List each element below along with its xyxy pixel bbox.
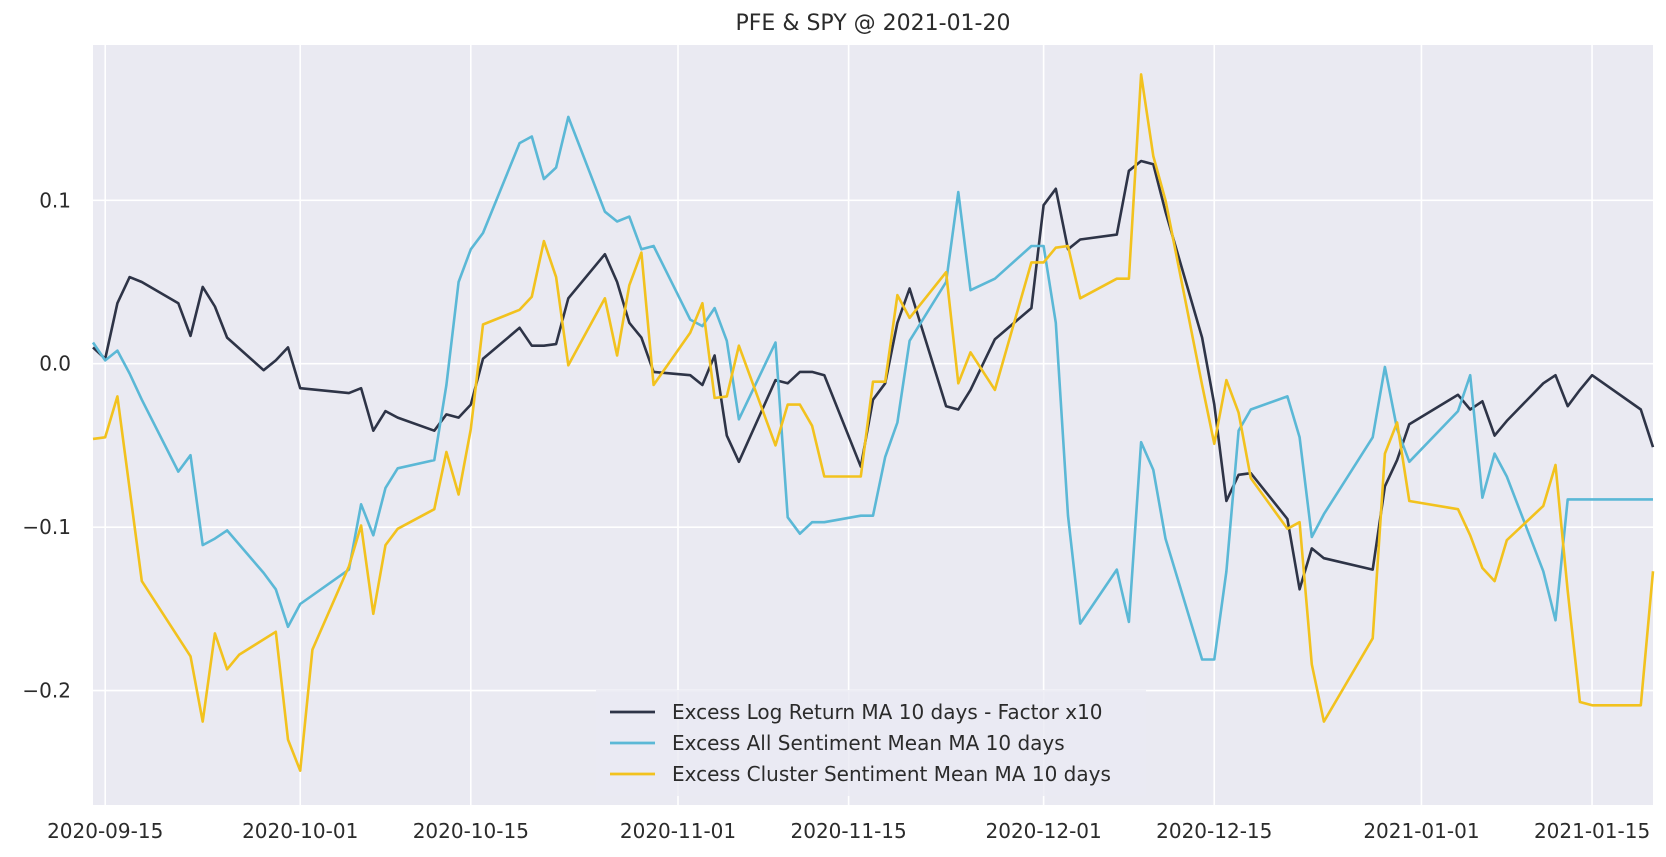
y-tick-label: 0.0 (39, 352, 71, 376)
x-tick-label: 2020-12-15 (1156, 819, 1272, 843)
series-lines (91, 73, 1655, 773)
x-tick-label: 2020-10-15 (413, 819, 529, 843)
axis-tick-labels: 2020-09-15 2020-10-01 2020-10-15 2020-11-01… (22, 188, 1650, 843)
x-tick-label: 2020-09-15 (47, 819, 163, 843)
x-tick-label: 2020-10-01 (242, 819, 358, 843)
chart-title: PFE & SPY @ 2021-01-20 (736, 11, 1011, 36)
plot-background (93, 45, 1653, 805)
y-tick-label: −0.2 (22, 679, 71, 703)
legend-label-3: Excess Cluster Sentiment Mean MA 10 days (672, 762, 1111, 786)
x-tick-label: 2020-11-15 (791, 819, 907, 843)
x-tick-label: 2021-01-01 (1363, 819, 1479, 843)
series-line-3 (92, 73, 1655, 773)
x-tick-label: 2020-12-01 (986, 819, 1102, 843)
y-tick-label: −0.1 (22, 515, 71, 539)
legend: Excess Log Return MA 10 days - Factor x1… (596, 690, 1146, 796)
series-line-2 (91, 115, 1653, 661)
x-tick-label: 2020-11-01 (620, 819, 736, 843)
x-tick-label: 2021-01-15 (1534, 819, 1650, 843)
legend-label-1: Excess Log Return MA 10 days - Factor x1… (672, 700, 1103, 724)
legend-box (596, 690, 1146, 796)
y-tick-label: 0.1 (39, 188, 71, 212)
legend-label-2: Excess All Sentiment Mean MA 10 days (672, 731, 1065, 755)
